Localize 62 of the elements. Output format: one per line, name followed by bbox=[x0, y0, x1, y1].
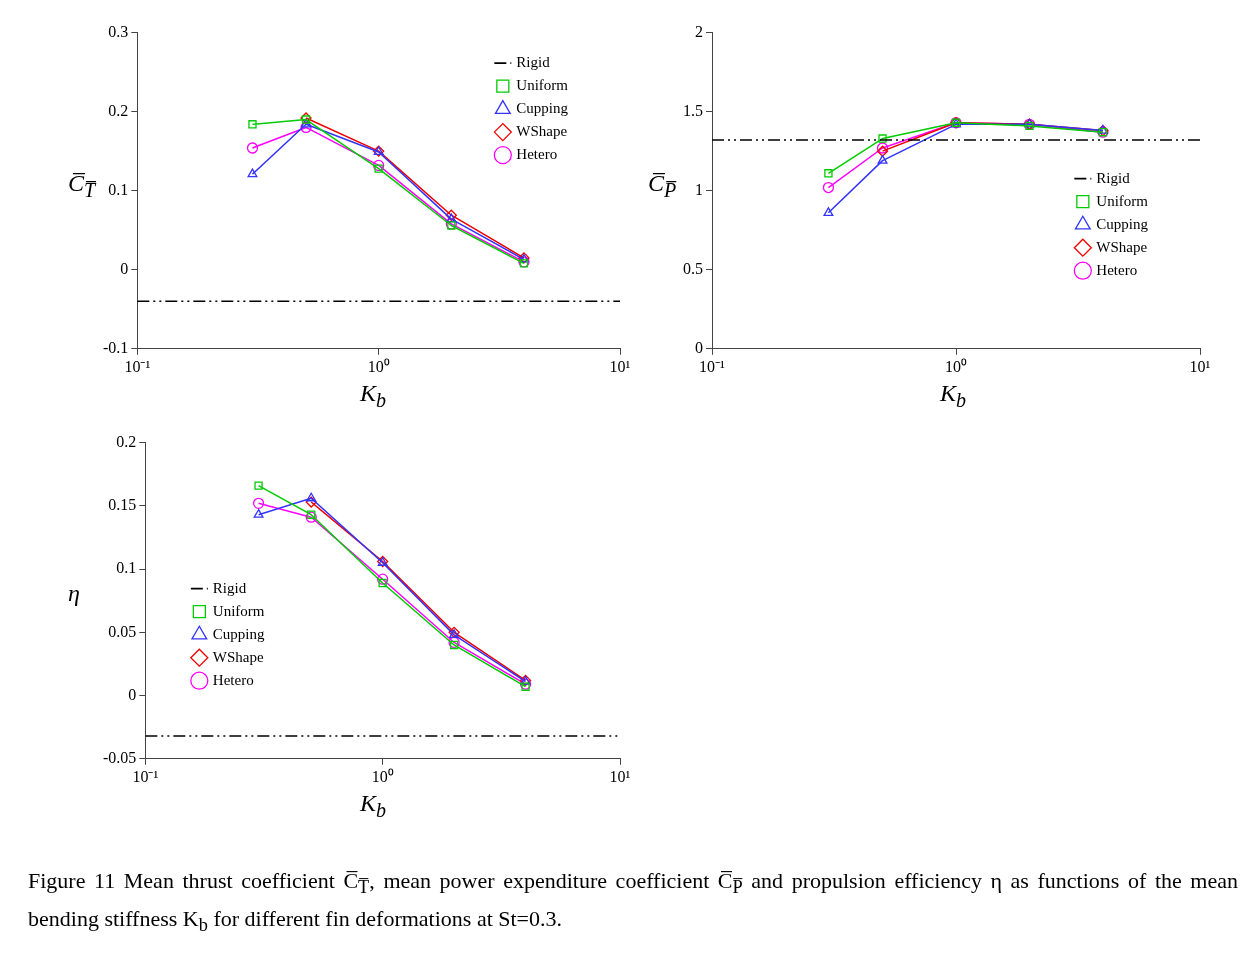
legend-label: Cupping bbox=[516, 100, 569, 117]
y-tick-label: 0 bbox=[695, 339, 703, 356]
legend-label: Rigid bbox=[516, 54, 551, 71]
y-axis-title: C̅$_{P̅}$ bbox=[648, 170, 677, 202]
point bbox=[377, 573, 389, 585]
point bbox=[373, 159, 385, 172]
y-axis-title: η bbox=[68, 580, 80, 607]
y-tick-label: 0 bbox=[128, 685, 137, 703]
legend-label: WShape bbox=[212, 648, 264, 665]
y-tick-label: 0.1 bbox=[108, 180, 129, 198]
y-tick-label: 0.3 bbox=[108, 22, 129, 40]
point bbox=[449, 640, 459, 650]
legend-label: WShape bbox=[1096, 238, 1148, 255]
y-tick-label: 0.15 bbox=[108, 496, 137, 514]
point bbox=[878, 134, 887, 143]
legend-label: Rigid bbox=[1096, 169, 1131, 186]
legend-label: Uniform bbox=[1096, 192, 1149, 209]
x-tick-label: 10⁻¹ bbox=[699, 357, 726, 375]
point bbox=[305, 496, 317, 508]
point bbox=[374, 164, 383, 173]
point bbox=[378, 578, 387, 588]
x-tick-label: 10⁰ bbox=[367, 357, 390, 375]
legend-label: Hetero bbox=[212, 671, 254, 688]
legend-label: Hetero bbox=[516, 146, 558, 163]
y-tick-label: -0.05 bbox=[103, 749, 137, 766]
y-tick-label: 1.5 bbox=[683, 101, 703, 119]
y-tick-label: 0.05 bbox=[108, 622, 137, 640]
y-tick-label: 1 bbox=[695, 180, 703, 198]
x-tick-label: 10⁻¹ bbox=[124, 357, 151, 375]
x-axis-title: K$_{b}$ bbox=[360, 380, 387, 412]
legend-label: Cupping bbox=[1096, 215, 1149, 232]
point bbox=[519, 678, 532, 690]
legend-label: Rigid bbox=[212, 579, 247, 596]
legend-label: Uniform bbox=[516, 77, 569, 94]
x-tick-label: 10¹ bbox=[1189, 357, 1211, 375]
point bbox=[877, 155, 888, 164]
legend-label: Hetero bbox=[1096, 261, 1138, 278]
point bbox=[307, 510, 316, 519]
text: Figure 11 Mean thrust coefficient C̅$_{T̅}$, mean power expenditure coefficient C̅$_{P̅}$ and propulsion efficiency η as functions of the mean bending stiffness K$_{b}$ for different fin deformations at St=0.3. bbox=[28, 868, 1238, 936]
legend-label: Cupping bbox=[212, 625, 265, 642]
x-tick-label: 10⁻¹ bbox=[132, 767, 159, 785]
point bbox=[301, 118, 311, 128]
x-tick-label: 10¹ bbox=[609, 357, 631, 375]
point bbox=[446, 213, 457, 223]
y-tick-label: 0.5 bbox=[683, 259, 703, 277]
y-tick-label: -0.1 bbox=[103, 339, 129, 356]
y-tick-label: 0 bbox=[120, 259, 129, 277]
y-tick-label: 2 bbox=[695, 22, 703, 40]
x-tick-label: 10⁰ bbox=[945, 357, 967, 375]
y-tick-label: 0.2 bbox=[116, 432, 137, 450]
x-tick-label: 10⁰ bbox=[371, 767, 394, 785]
y-tick-label: 0.1 bbox=[116, 559, 137, 577]
point bbox=[305, 511, 317, 523]
point bbox=[306, 492, 317, 502]
y-tick-label: 0.2 bbox=[108, 101, 129, 119]
x-axis-title: K$_{b}$ bbox=[940, 380, 967, 412]
y-axis-title: C̅$_{T̅}$ bbox=[68, 170, 96, 202]
x-tick-label: 10¹ bbox=[609, 767, 631, 785]
x-axis-title: K$_{b}$ bbox=[360, 790, 387, 822]
point bbox=[521, 682, 530, 691]
legend-label: WShape bbox=[516, 123, 568, 140]
legend-label: Uniform bbox=[212, 602, 265, 619]
